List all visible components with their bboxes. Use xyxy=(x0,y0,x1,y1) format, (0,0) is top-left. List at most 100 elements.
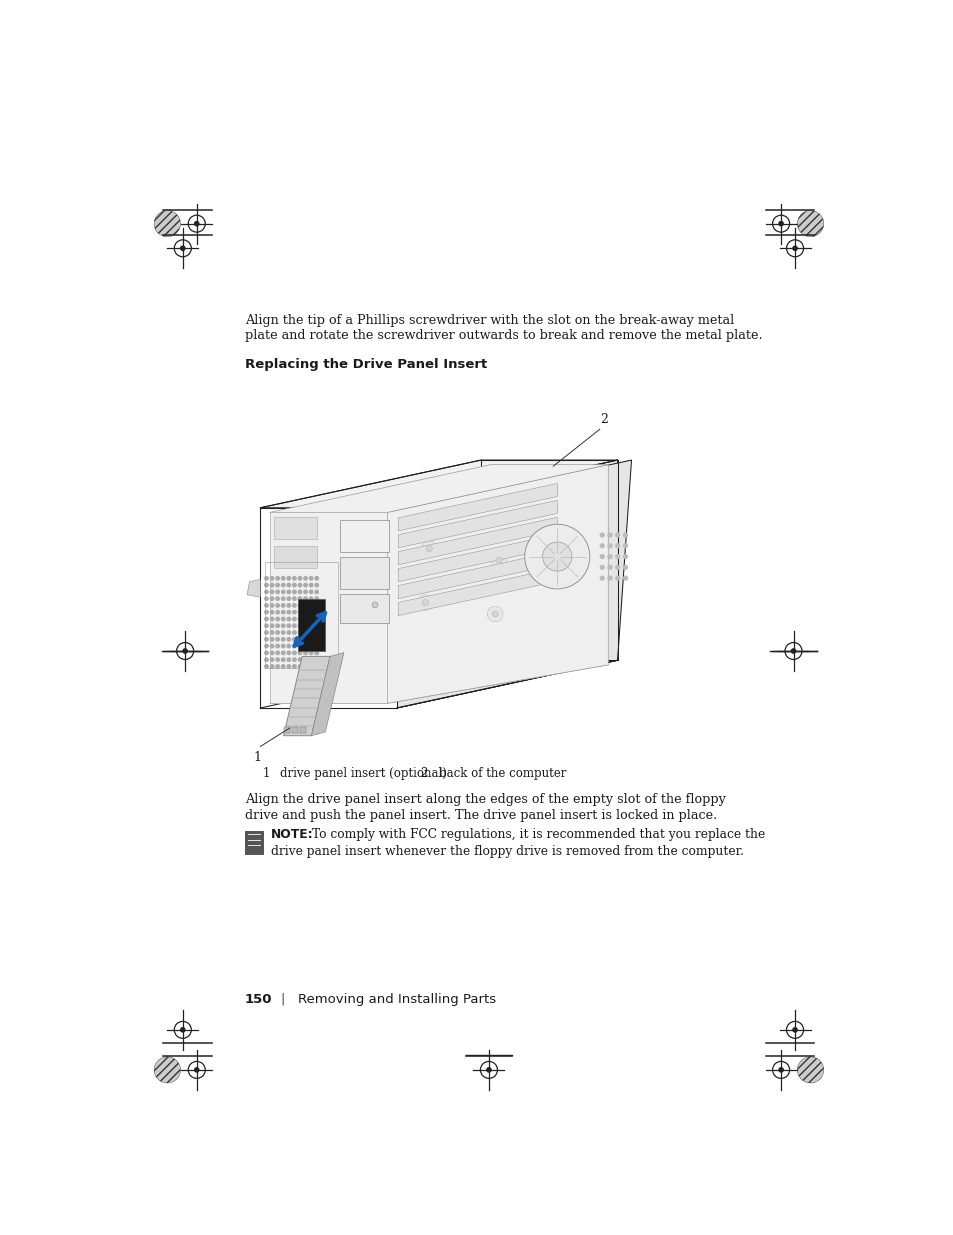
Circle shape xyxy=(304,583,307,587)
Circle shape xyxy=(265,645,268,648)
Circle shape xyxy=(487,606,502,621)
Circle shape xyxy=(298,658,301,661)
Circle shape xyxy=(304,590,307,594)
Circle shape xyxy=(275,604,279,608)
Circle shape xyxy=(607,566,611,569)
Circle shape xyxy=(287,577,291,580)
Circle shape xyxy=(275,637,279,641)
Circle shape xyxy=(314,637,318,641)
Circle shape xyxy=(287,651,291,655)
Circle shape xyxy=(293,583,295,587)
Polygon shape xyxy=(270,664,608,704)
Circle shape xyxy=(309,651,313,655)
Circle shape xyxy=(270,631,274,635)
Circle shape xyxy=(791,648,795,653)
Circle shape xyxy=(287,631,291,635)
Circle shape xyxy=(314,597,318,600)
Circle shape xyxy=(599,543,603,547)
Circle shape xyxy=(309,645,313,648)
Circle shape xyxy=(309,631,313,635)
Circle shape xyxy=(298,664,301,668)
Circle shape xyxy=(607,543,611,547)
Circle shape xyxy=(275,651,279,655)
Circle shape xyxy=(281,631,285,635)
Circle shape xyxy=(275,624,279,627)
Circle shape xyxy=(309,577,313,580)
FancyBboxPatch shape xyxy=(297,599,324,651)
Circle shape xyxy=(270,597,274,600)
Text: To comply with FCC regulations, it is recommended that you replace the: To comply with FCC regulations, it is re… xyxy=(312,829,764,841)
Circle shape xyxy=(270,577,274,580)
Circle shape xyxy=(314,664,318,668)
Circle shape xyxy=(265,590,268,594)
Circle shape xyxy=(542,542,572,571)
Polygon shape xyxy=(340,594,389,624)
Text: drive panel insert (optional): drive panel insert (optional) xyxy=(280,767,447,779)
Circle shape xyxy=(293,597,295,600)
Circle shape xyxy=(293,577,295,580)
Circle shape xyxy=(287,590,291,594)
Circle shape xyxy=(265,610,268,614)
Circle shape xyxy=(298,577,301,580)
Circle shape xyxy=(287,610,291,614)
Circle shape xyxy=(281,604,285,608)
Circle shape xyxy=(615,534,619,537)
Circle shape xyxy=(265,604,268,608)
Polygon shape xyxy=(397,551,557,599)
Circle shape xyxy=(183,648,187,653)
Circle shape xyxy=(314,583,318,587)
Circle shape xyxy=(293,624,295,627)
Circle shape xyxy=(154,1057,180,1083)
Circle shape xyxy=(281,590,285,594)
Text: Align the tip of a Phillips screwdriver with the slot on the break-away metal: Align the tip of a Phillips screwdriver … xyxy=(245,314,733,327)
Circle shape xyxy=(309,658,313,661)
FancyBboxPatch shape xyxy=(274,517,316,538)
Circle shape xyxy=(265,658,268,661)
Circle shape xyxy=(615,543,619,547)
Circle shape xyxy=(779,221,782,226)
Circle shape xyxy=(599,577,603,580)
Text: Removing and Installing Parts: Removing and Installing Parts xyxy=(297,993,496,1005)
Circle shape xyxy=(270,583,274,587)
Circle shape xyxy=(265,583,268,587)
Polygon shape xyxy=(283,656,330,736)
Circle shape xyxy=(298,637,301,641)
Circle shape xyxy=(281,618,285,621)
Circle shape xyxy=(270,645,274,648)
Text: NOTE:: NOTE: xyxy=(271,829,314,841)
Circle shape xyxy=(314,658,318,661)
Circle shape xyxy=(607,555,611,558)
Polygon shape xyxy=(397,568,557,615)
Circle shape xyxy=(304,604,307,608)
Circle shape xyxy=(492,611,497,618)
Circle shape xyxy=(314,610,318,614)
Polygon shape xyxy=(396,461,617,708)
Text: Align the drive panel insert along the edges of the empty slot of the floppy: Align the drive panel insert along the e… xyxy=(245,793,725,805)
Text: 2: 2 xyxy=(419,767,427,779)
Circle shape xyxy=(304,610,307,614)
Circle shape xyxy=(281,583,285,587)
Circle shape xyxy=(180,246,185,251)
Circle shape xyxy=(421,541,436,556)
Polygon shape xyxy=(387,464,608,704)
Circle shape xyxy=(270,610,274,614)
Circle shape xyxy=(293,618,295,621)
Circle shape xyxy=(275,583,279,587)
Circle shape xyxy=(623,555,627,558)
Polygon shape xyxy=(260,661,617,708)
Circle shape xyxy=(293,658,295,661)
Circle shape xyxy=(792,1028,797,1032)
Circle shape xyxy=(304,597,307,600)
Circle shape xyxy=(314,618,318,621)
Circle shape xyxy=(623,577,627,580)
Circle shape xyxy=(309,637,313,641)
Circle shape xyxy=(417,595,433,610)
Circle shape xyxy=(281,577,285,580)
Circle shape xyxy=(298,610,301,614)
Circle shape xyxy=(287,664,291,668)
Circle shape xyxy=(309,664,313,668)
Text: drive panel insert whenever the floppy drive is removed from the computer.: drive panel insert whenever the floppy d… xyxy=(271,845,743,858)
Circle shape xyxy=(304,637,307,641)
Circle shape xyxy=(281,610,285,614)
Circle shape xyxy=(422,599,428,605)
